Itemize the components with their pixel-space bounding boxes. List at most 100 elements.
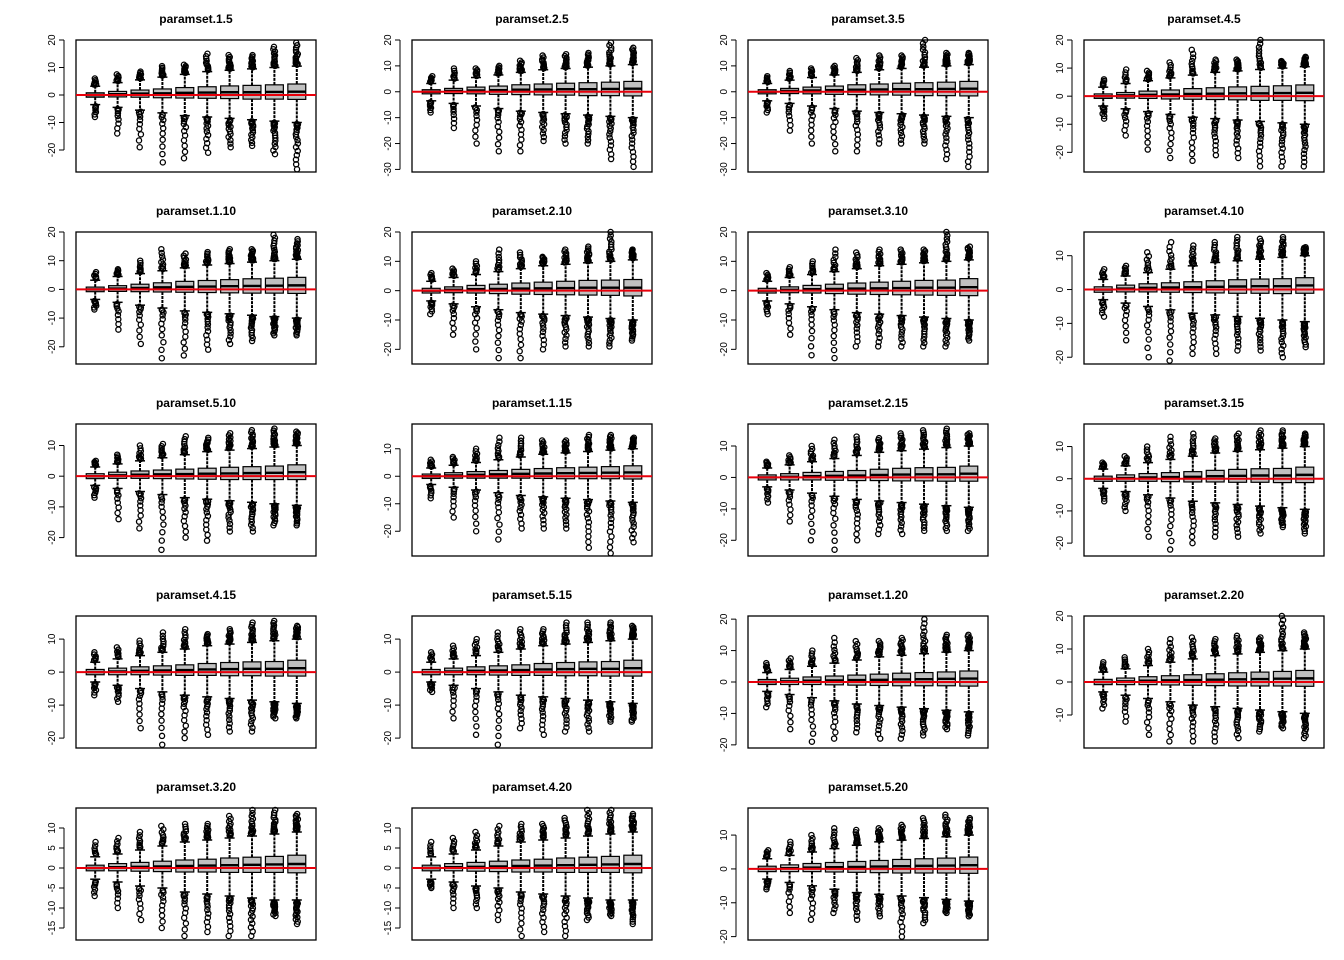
outlier-point xyxy=(158,325,166,333)
outlier-point xyxy=(472,715,479,722)
outlier-point xyxy=(808,507,816,514)
y-tick-label: -20 xyxy=(383,136,394,151)
box-5 xyxy=(1183,430,1203,547)
outlier-point xyxy=(1302,341,1310,348)
outlier-point xyxy=(494,741,502,748)
box-4 xyxy=(152,629,172,748)
outlier-point xyxy=(1280,330,1287,337)
outlier-point xyxy=(182,433,189,440)
box-10 xyxy=(287,235,307,339)
outlier-point xyxy=(1211,238,1218,246)
outlier-point xyxy=(270,147,277,154)
panel-title: paramset.1.20 xyxy=(828,588,908,602)
outlier-point xyxy=(181,734,188,742)
box-10 xyxy=(959,49,979,171)
box-2 xyxy=(780,452,800,525)
box-6 xyxy=(1205,435,1225,540)
outlier-point xyxy=(1279,134,1286,142)
box-10 xyxy=(623,622,643,725)
outlier-point xyxy=(853,118,861,126)
outlier-point xyxy=(518,59,525,66)
panel-title: paramset.2.5 xyxy=(495,12,569,26)
outlier-point xyxy=(585,533,592,540)
outlier-point xyxy=(830,339,838,346)
outlier-point xyxy=(180,117,188,125)
outlier-point xyxy=(1166,311,1174,318)
outlier-point xyxy=(181,319,189,327)
y-tick-label: 0 xyxy=(1055,679,1066,685)
y-tick-label: -10 xyxy=(719,501,730,516)
outlier-point xyxy=(158,249,165,257)
outlier-point xyxy=(1189,539,1196,547)
box-3 xyxy=(802,258,822,359)
y-tick-label: -20 xyxy=(47,730,58,745)
outlier-point xyxy=(561,136,568,143)
box-5 xyxy=(175,250,195,359)
outlier-point xyxy=(517,321,525,329)
outlier-point xyxy=(875,132,883,139)
outlier-point xyxy=(899,326,906,333)
outlier-point xyxy=(1256,235,1264,243)
box-1 xyxy=(421,456,441,502)
outlier-point xyxy=(1301,140,1309,147)
outlier-point xyxy=(966,144,973,151)
outlier-point xyxy=(449,331,457,338)
outlier-point xyxy=(159,528,166,536)
outlier-point xyxy=(853,329,861,336)
panel-title: paramset.3.5 xyxy=(831,12,905,26)
outlier-point xyxy=(1122,132,1129,139)
y-tick-label: 10 xyxy=(1055,441,1066,453)
outlier-point xyxy=(1145,353,1152,361)
box-8 xyxy=(914,615,934,739)
outlier-point xyxy=(831,546,838,553)
outlier-point xyxy=(137,321,145,328)
outlier-point xyxy=(1143,322,1151,329)
outlier-point xyxy=(249,51,256,59)
outlier-point xyxy=(1278,338,1286,346)
y-tick-label: -10 xyxy=(1055,316,1066,331)
outlier-point xyxy=(809,730,817,737)
outlier-point xyxy=(539,319,546,327)
outlier-point xyxy=(898,132,906,140)
outlier-point xyxy=(608,533,615,540)
box-10 xyxy=(959,430,979,535)
outlier-point xyxy=(181,142,188,150)
outlier-point xyxy=(585,130,592,138)
box-1 xyxy=(1093,459,1113,505)
outlier-point xyxy=(159,440,167,448)
box-10 xyxy=(959,243,979,344)
outlier-point xyxy=(271,237,278,244)
outlier-point xyxy=(809,260,816,268)
box-5 xyxy=(511,249,531,362)
outlier-point xyxy=(831,537,838,545)
outlier-point xyxy=(1143,249,1151,256)
outlier-point xyxy=(538,123,546,131)
outlier-point xyxy=(159,130,166,137)
outlier-point xyxy=(942,337,949,344)
outlier-point xyxy=(607,125,614,132)
outlier-point xyxy=(249,528,257,535)
outlier-point xyxy=(853,54,860,62)
outlier-point xyxy=(248,139,256,147)
outlier-point xyxy=(1188,139,1196,146)
outlier-point xyxy=(204,726,211,733)
outlier-point xyxy=(943,138,950,145)
box-1 xyxy=(757,269,777,318)
outlier-point xyxy=(204,731,212,739)
outlier-point xyxy=(203,537,211,544)
outlier-point xyxy=(159,312,166,319)
outlier-point xyxy=(248,337,256,345)
outlier-point xyxy=(1188,533,1196,541)
outlier-point xyxy=(585,243,592,250)
box-1 xyxy=(85,268,105,313)
outlier-point xyxy=(136,113,144,120)
outlier-point xyxy=(763,308,771,315)
outlier-point xyxy=(1301,137,1308,144)
y-tick-label: -10 xyxy=(719,312,730,327)
outlier-point xyxy=(965,126,972,134)
outlier-point xyxy=(1122,66,1130,73)
outlier-point xyxy=(137,259,144,267)
outlier-point xyxy=(227,140,234,147)
outlier-point xyxy=(606,544,614,551)
panel-title: paramset.2.10 xyxy=(492,204,572,218)
